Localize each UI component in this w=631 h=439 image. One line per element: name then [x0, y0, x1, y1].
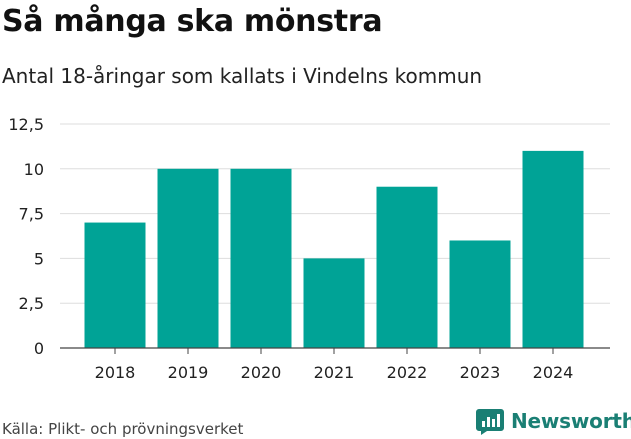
y-tick-label: 5 [34, 249, 44, 268]
bar-2019 [157, 168, 219, 348]
chart-bubble-icon [476, 409, 504, 435]
newsworthy-logo: Newsworthy [475, 406, 631, 436]
x-tick-label: 2022 [387, 363, 428, 382]
y-axis-ticks: 0 2,5 5 7,5 10 12,5 [8, 115, 44, 358]
x-tick-label: 2024 [533, 363, 574, 382]
brand-name: Newsworthy [511, 409, 631, 433]
bar-2018 [84, 222, 146, 348]
x-tick-label: 2023 [460, 363, 501, 382]
bar-2022 [376, 186, 438, 348]
y-tick-label: 7,5 [19, 205, 44, 224]
chart-subtitle: Antal 18-åringar som kallats i Vindelns … [2, 64, 483, 88]
bar-2024 [522, 150, 584, 348]
y-tick-label: 2,5 [19, 294, 44, 313]
source-note: Källa: Plikt- och prövningsverket [2, 420, 244, 438]
chart-title: Så många ska mönstra [2, 4, 383, 39]
x-axis-ticks: 2018 2019 2020 2021 2022 2023 2024 [95, 348, 574, 382]
x-tick-label: 2018 [95, 363, 136, 382]
bars [84, 150, 584, 348]
x-tick-label: 2021 [314, 363, 355, 382]
bar-2021 [303, 258, 365, 348]
y-tick-label: 12,5 [8, 115, 44, 134]
y-tick-label: 10 [24, 160, 44, 179]
bar-2023 [449, 240, 511, 348]
bar-2020 [230, 168, 292, 348]
x-tick-label: 2019 [168, 363, 209, 382]
y-tick-label: 0 [34, 339, 44, 358]
x-tick-label: 2020 [241, 363, 282, 382]
